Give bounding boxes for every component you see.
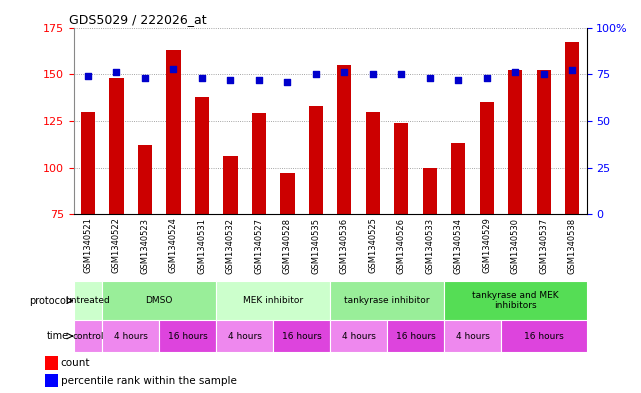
Bar: [138, 145, 152, 354]
Text: 4 hours: 4 hours: [113, 332, 147, 340]
Bar: [394, 123, 408, 354]
Bar: [337, 65, 351, 354]
Text: GSM1340522: GSM1340522: [112, 217, 121, 274]
Bar: [537, 70, 551, 354]
Bar: [45, 356, 58, 369]
Point: [254, 77, 264, 83]
Text: GSM1340529: GSM1340529: [482, 217, 491, 274]
Bar: [422, 167, 437, 354]
Point: [197, 75, 207, 81]
Text: GSM1340535: GSM1340535: [312, 217, 320, 274]
Bar: [366, 112, 380, 354]
Text: GSM1340521: GSM1340521: [83, 217, 92, 274]
Text: GSM1340530: GSM1340530: [511, 217, 520, 274]
Bar: [273, 320, 330, 352]
Bar: [252, 113, 266, 354]
Text: GSM1340532: GSM1340532: [226, 217, 235, 274]
Bar: [565, 42, 579, 354]
Text: 16 hours: 16 hours: [282, 332, 322, 340]
Text: 4 hours: 4 hours: [456, 332, 490, 340]
Bar: [501, 320, 587, 352]
Bar: [159, 320, 216, 352]
Text: GSM1340531: GSM1340531: [197, 217, 206, 274]
Text: GSM1340523: GSM1340523: [140, 217, 149, 274]
Text: MEK inhibitor: MEK inhibitor: [243, 296, 303, 305]
Text: GSM1340536: GSM1340536: [340, 217, 349, 274]
Point: [140, 75, 150, 81]
Point: [282, 79, 292, 85]
Bar: [451, 143, 465, 354]
Text: tankyrase inhibitor: tankyrase inhibitor: [344, 296, 430, 305]
Text: count: count: [60, 358, 90, 368]
Bar: [81, 112, 95, 354]
Text: 16 hours: 16 hours: [524, 332, 563, 340]
Bar: [479, 102, 494, 354]
Text: GDS5029 / 222026_at: GDS5029 / 222026_at: [69, 13, 206, 26]
Text: control: control: [72, 332, 104, 340]
Bar: [444, 281, 587, 320]
Bar: [166, 50, 181, 354]
Bar: [280, 173, 294, 354]
Point: [83, 73, 93, 79]
Text: GSM1340525: GSM1340525: [369, 217, 378, 274]
Bar: [74, 281, 102, 320]
Text: GSM1340537: GSM1340537: [539, 217, 548, 274]
Bar: [216, 281, 330, 320]
Bar: [102, 320, 159, 352]
Point: [481, 75, 492, 81]
Point: [396, 71, 406, 77]
Text: DMSO: DMSO: [146, 296, 173, 305]
Point: [368, 71, 378, 77]
Bar: [45, 374, 58, 387]
Bar: [330, 320, 387, 352]
Bar: [102, 281, 216, 320]
Text: time: time: [46, 331, 69, 341]
Bar: [309, 106, 323, 354]
Bar: [508, 70, 522, 354]
Point: [510, 69, 520, 75]
Text: GSM1340534: GSM1340534: [454, 217, 463, 274]
Text: GSM1340533: GSM1340533: [426, 217, 435, 274]
Text: GSM1340527: GSM1340527: [254, 217, 263, 274]
Text: 16 hours: 16 hours: [168, 332, 208, 340]
Text: untreated: untreated: [65, 296, 110, 305]
Text: 16 hours: 16 hours: [395, 332, 435, 340]
Bar: [216, 320, 273, 352]
Point: [339, 69, 349, 75]
Text: percentile rank within the sample: percentile rank within the sample: [60, 376, 237, 386]
Text: protocol: protocol: [29, 296, 69, 306]
Bar: [110, 78, 124, 354]
Point: [112, 69, 122, 75]
Point: [567, 67, 578, 73]
Point: [425, 75, 435, 81]
Bar: [195, 97, 209, 354]
Text: GSM1340524: GSM1340524: [169, 217, 178, 274]
Point: [169, 65, 179, 72]
Bar: [387, 320, 444, 352]
Text: 4 hours: 4 hours: [228, 332, 262, 340]
Point: [311, 71, 321, 77]
Bar: [444, 320, 501, 352]
Bar: [330, 281, 444, 320]
Bar: [223, 156, 238, 354]
Text: GSM1340526: GSM1340526: [397, 217, 406, 274]
Text: tankyrase and MEK
inhibitors: tankyrase and MEK inhibitors: [472, 291, 558, 310]
Point: [453, 77, 463, 83]
Text: 4 hours: 4 hours: [342, 332, 376, 340]
Point: [225, 77, 235, 83]
Bar: [74, 320, 102, 352]
Text: GSM1340538: GSM1340538: [568, 217, 577, 274]
Text: GSM1340528: GSM1340528: [283, 217, 292, 274]
Point: [538, 71, 549, 77]
